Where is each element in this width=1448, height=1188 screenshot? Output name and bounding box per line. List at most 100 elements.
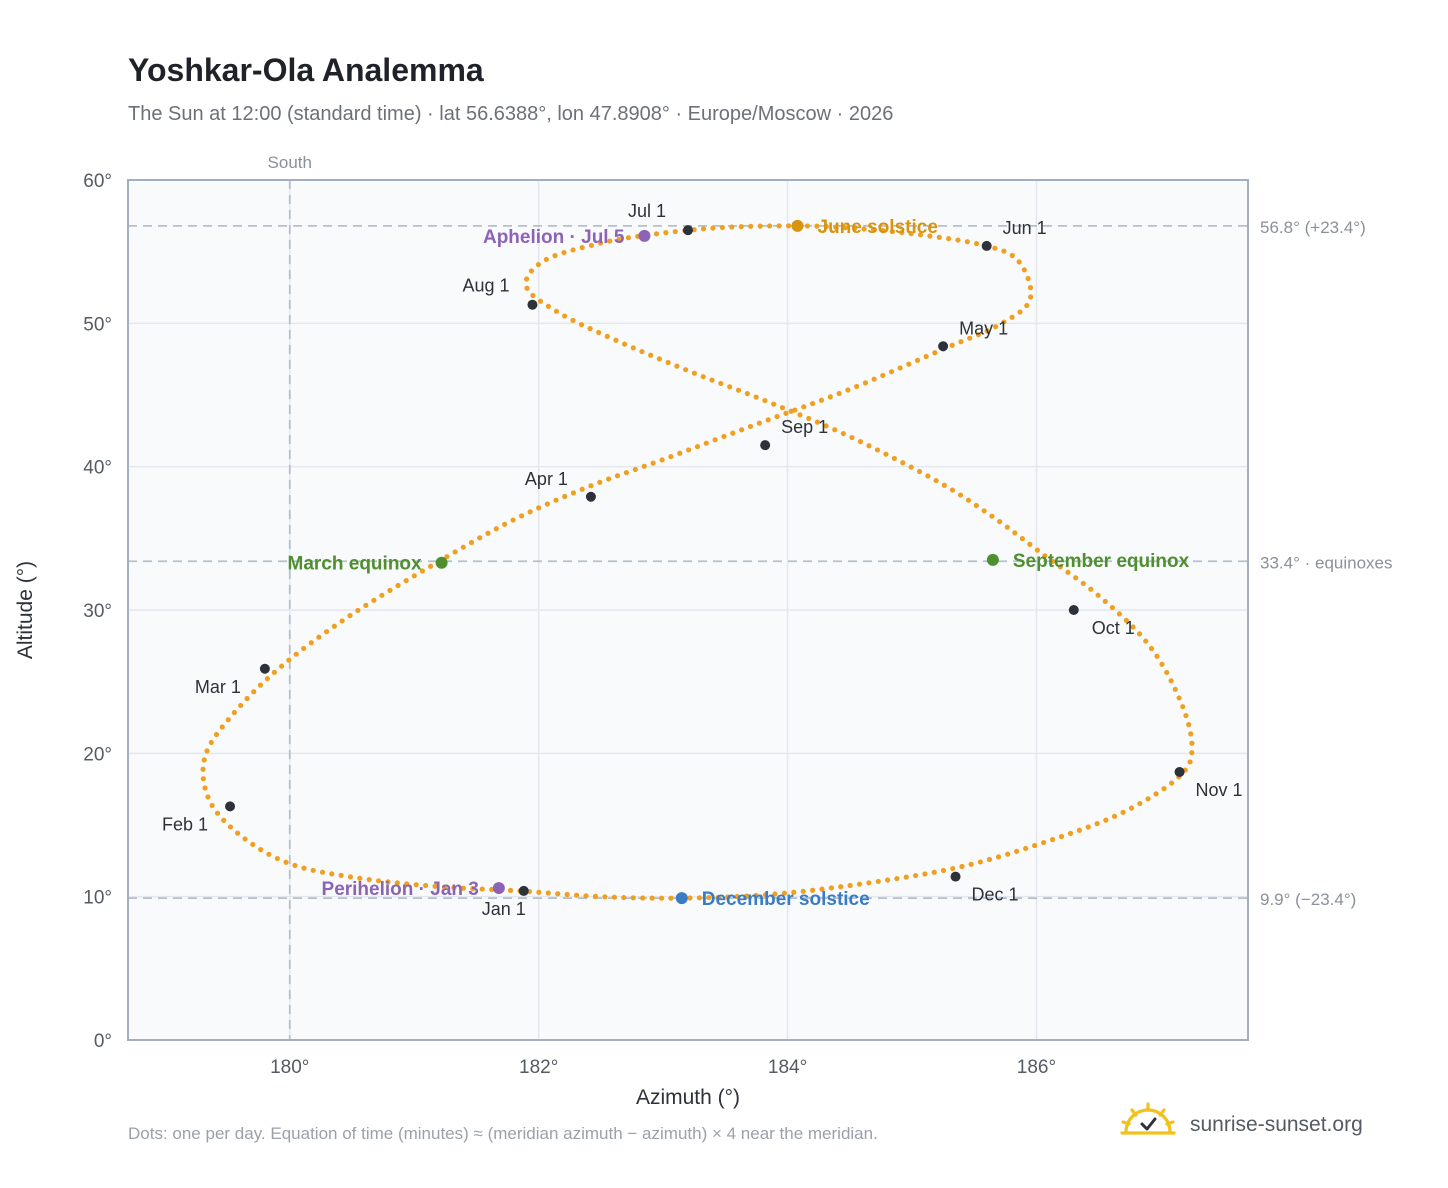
day-dot [244, 695, 250, 702]
day-dot [959, 863, 965, 870]
day-dot [510, 517, 516, 523]
day-dot [828, 885, 834, 891]
day-dot [715, 894, 721, 900]
day-dot [940, 867, 947, 874]
month-marker-label: Jan 1 [482, 899, 526, 919]
day-dot [776, 223, 782, 229]
day-dot [694, 443, 701, 450]
day-dot [570, 490, 577, 496]
day-dot [347, 613, 353, 619]
day-dot [774, 413, 780, 420]
day-dot [331, 623, 337, 629]
day-dot [847, 882, 853, 889]
day-dot [395, 582, 401, 589]
meridian-label: South [268, 153, 312, 172]
day-dot [852, 225, 858, 231]
day-dot [686, 447, 692, 453]
day-dot [524, 276, 530, 282]
day-dot [502, 521, 508, 527]
day-dot [587, 326, 593, 332]
day-dot [1042, 553, 1048, 559]
month-marker [938, 341, 949, 352]
day-dot [833, 224, 839, 230]
day-dot [788, 408, 794, 414]
day-dot [536, 505, 542, 511]
day-dot [1025, 275, 1031, 282]
day-dot [485, 530, 491, 536]
day-dot [613, 337, 619, 343]
day-dot [884, 877, 891, 883]
day-dot [797, 412, 803, 418]
day-dot [578, 322, 585, 328]
day-dot [1130, 624, 1136, 630]
brand-logo[interactable]: sunrise-sunset.org [1118, 1100, 1388, 1150]
day-dot [922, 871, 928, 877]
day-dot [1009, 314, 1015, 320]
day-dot [927, 233, 933, 239]
day-dot [964, 239, 970, 245]
month-marker [981, 240, 992, 251]
y-tick-label: 10° [83, 888, 112, 909]
day-dot [744, 893, 750, 899]
day-dot [772, 891, 778, 897]
day-dot [949, 487, 956, 493]
day-dot [849, 434, 855, 441]
day-dot [955, 237, 961, 243]
y-tick-label: 30° [83, 601, 112, 622]
day-dot [592, 893, 599, 900]
day-dot [293, 651, 299, 657]
day-dot [570, 317, 576, 324]
day-dot [1102, 598, 1108, 604]
day-dot [906, 361, 912, 367]
day-dot [900, 460, 906, 466]
day-dot [1009, 252, 1015, 259]
day-dot [1014, 848, 1020, 854]
x-tick-label: 186° [1017, 1057, 1056, 1078]
day-dot [819, 886, 825, 892]
day-dot [602, 894, 608, 900]
day-dot [579, 244, 585, 251]
month-marker [1068, 605, 1079, 615]
day-dot [718, 380, 724, 387]
month-marker-label: Dec 1 [972, 885, 1019, 905]
month-marker [518, 885, 529, 896]
day-dot [648, 352, 654, 358]
day-dot [973, 502, 979, 509]
day-dot [632, 466, 638, 473]
event-markers: June solstice December solstice March equi… [288, 217, 1190, 910]
reference-line-label: 33.4° · equinoxes [1260, 553, 1393, 572]
month-marker [1174, 766, 1185, 777]
day-dot [1145, 796, 1151, 802]
day-dot [283, 859, 289, 865]
day-dot [725, 894, 731, 900]
day-dot [735, 387, 742, 393]
day-dot [827, 394, 833, 400]
day-dot [727, 384, 733, 390]
day-dot [810, 400, 816, 407]
day-dot [888, 369, 895, 375]
day-dot [981, 508, 987, 514]
day-dot [1019, 536, 1025, 542]
day-dot [209, 802, 215, 809]
day-dot [639, 348, 645, 355]
day-dot [691, 370, 698, 376]
day-dot [301, 645, 307, 652]
day-dot [1128, 805, 1135, 811]
month-marker [683, 225, 693, 236]
day-dot [274, 855, 280, 862]
day-dot [319, 869, 326, 875]
day-dot [570, 247, 576, 253]
day-dot [965, 497, 972, 503]
day-dot [840, 430, 846, 437]
day-dot [528, 268, 535, 274]
day-dot [621, 341, 628, 347]
day-dot [710, 225, 716, 231]
day-dot [200, 776, 206, 782]
day-dot [1189, 740, 1195, 746]
day-dot [493, 526, 499, 532]
day-dot [527, 509, 533, 515]
day-dot [1187, 759, 1193, 765]
page-subtitle: The Sun at 12:00 (standard time) · lat 5… [128, 103, 894, 125]
day-dot [363, 602, 369, 608]
day-dot [757, 223, 763, 229]
